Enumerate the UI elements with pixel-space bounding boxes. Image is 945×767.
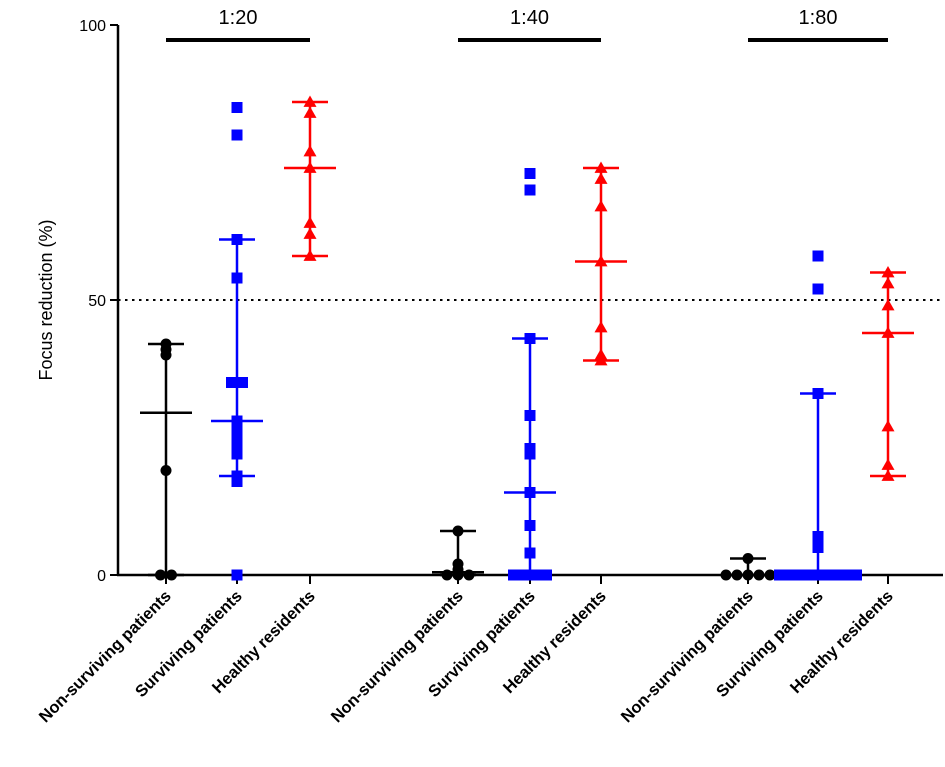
data-point: [829, 569, 840, 581]
data-point: [160, 465, 172, 476]
data-point: [231, 476, 243, 487]
y-tick-label: 100: [79, 18, 106, 35]
data-point: [231, 426, 243, 438]
data-point: [764, 569, 776, 581]
data-point: [524, 333, 536, 344]
data-point: [812, 388, 824, 399]
data-point: [231, 102, 243, 113]
data-point: [812, 531, 824, 542]
data-point: [774, 569, 785, 581]
data-point: [594, 161, 608, 173]
group-2-3: [575, 161, 627, 366]
data-point: [881, 458, 895, 470]
y-axis-label: Focus reduction (%): [36, 219, 56, 380]
data-point: [524, 168, 536, 179]
y-tick-label: 50: [88, 293, 106, 310]
data-point: [881, 277, 895, 289]
group-1-1: [140, 338, 192, 581]
data-point: [530, 569, 541, 581]
data-point: [303, 227, 317, 239]
data-point: [753, 569, 765, 581]
data-point: [731, 569, 743, 581]
data-point: [851, 569, 862, 581]
group-3-3: [862, 266, 914, 481]
data-point: [881, 266, 895, 278]
data-point: [524, 410, 536, 421]
data-point: [541, 569, 552, 581]
data-point: [812, 283, 824, 295]
data-point: [452, 569, 464, 581]
data-point: [720, 569, 732, 581]
group-3-2: [774, 250, 862, 581]
data-point: [231, 415, 243, 427]
data-point: [303, 95, 317, 107]
data-point: [303, 106, 317, 118]
data-point: [812, 250, 824, 262]
data-point: [524, 547, 536, 559]
category-label: Non-surviving patients: [618, 587, 757, 726]
data-point: [840, 569, 851, 581]
data-point: [231, 448, 243, 460]
data-point: [524, 520, 536, 531]
data-point: [237, 377, 248, 388]
group-1-3: [284, 95, 336, 261]
category-label: Non-surviving patients: [328, 587, 467, 726]
data-point: [166, 569, 177, 581]
data-point: [881, 469, 895, 481]
data-point: [231, 437, 243, 449]
data-point: [303, 216, 317, 228]
data-point: [594, 321, 608, 333]
data-point: [441, 569, 453, 581]
data-point: [303, 249, 317, 261]
data-point: [231, 569, 243, 581]
data-point: [742, 569, 754, 581]
data-point: [785, 569, 796, 581]
data-point: [231, 129, 243, 141]
data-point: [508, 569, 519, 581]
dilution-label: 1:20: [219, 7, 258, 29]
group-1-2: [211, 102, 263, 581]
data-point: [881, 299, 895, 311]
data-point: [524, 448, 536, 460]
data-point: [452, 525, 464, 537]
data-point: [594, 172, 608, 184]
data-point: [231, 272, 243, 284]
group-2-1: [432, 525, 484, 581]
data-point: [881, 420, 895, 432]
data-point: [226, 377, 237, 388]
data-point: [303, 161, 317, 173]
data-point: [231, 234, 243, 245]
y-tick-label: 0: [97, 568, 106, 585]
dilution-label: 1:40: [510, 7, 549, 29]
data-point: [155, 569, 166, 581]
marks-layer: [140, 95, 914, 581]
data-point: [160, 338, 172, 350]
data-point: [519, 569, 530, 581]
data-point: [160, 349, 172, 361]
group-3-1: [720, 553, 776, 581]
category-label: Non-surviving patients: [36, 587, 175, 726]
data-point: [796, 569, 807, 581]
data-point: [524, 184, 536, 196]
data-point: [818, 569, 829, 581]
data-point: [881, 326, 895, 338]
data-point: [594, 354, 608, 366]
data-point: [463, 569, 475, 581]
data-point: [594, 255, 608, 267]
dilution-label: 1:80: [799, 7, 838, 29]
data-point: [807, 569, 818, 581]
data-point: [303, 145, 317, 157]
data-point: [594, 200, 608, 212]
data-point: [742, 553, 754, 564]
data-point: [812, 542, 824, 553]
group-2-2: [504, 168, 556, 581]
data-point: [524, 487, 536, 498]
